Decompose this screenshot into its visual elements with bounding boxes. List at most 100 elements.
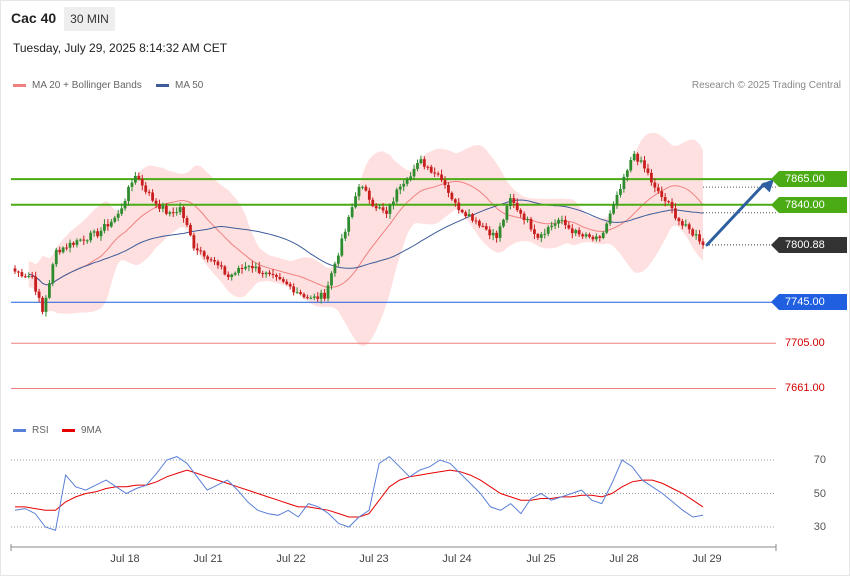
candle	[539, 234, 543, 238]
candle	[457, 202, 461, 210]
candle	[350, 207, 354, 217]
candle	[388, 204, 392, 214]
x-tick-label: Jul 21	[193, 553, 223, 565]
candle	[419, 159, 423, 164]
level-label-pointer	[771, 171, 779, 188]
candle	[550, 225, 554, 228]
candle	[653, 182, 657, 188]
candle	[426, 166, 430, 168]
ma50-swatch	[156, 84, 169, 87]
level-label-text: 7865.00	[785, 173, 825, 186]
candle	[663, 197, 667, 202]
legend-rsi: RSI	[13, 425, 49, 436]
candle	[691, 229, 695, 236]
candle	[319, 292, 323, 299]
legend-ma50: MA 50	[156, 80, 203, 91]
candle	[519, 210, 523, 214]
level-label-last-price: 7800.88	[771, 236, 847, 253]
candle	[677, 218, 681, 222]
candle	[412, 168, 416, 177]
rsi-line	[14, 455, 704, 532]
candle	[398, 186, 402, 190]
candle	[13, 268, 17, 272]
candle	[612, 204, 615, 214]
level-label-support: 7745.00	[771, 294, 847, 311]
candle	[570, 228, 574, 234]
candle	[82, 239, 86, 241]
candle	[605, 223, 609, 233]
candle	[17, 271, 20, 273]
candle	[498, 226, 502, 238]
level-label-pointer	[771, 294, 779, 311]
candle	[127, 186, 130, 201]
bollinger-band	[28, 132, 704, 347]
candle	[302, 294, 306, 298]
candle	[340, 238, 344, 256]
candle	[254, 266, 258, 269]
candle	[450, 192, 454, 200]
candle	[271, 274, 275, 276]
candle	[185, 218, 189, 225]
candle	[660, 191, 664, 198]
candle	[134, 175, 137, 183]
candle	[44, 297, 48, 312]
candle	[309, 297, 313, 299]
candle	[275, 274, 278, 277]
candle	[195, 248, 199, 251]
candle	[278, 276, 282, 280]
candle	[591, 236, 595, 240]
candle	[374, 206, 378, 209]
candle	[416, 163, 419, 169]
candle	[68, 242, 72, 248]
level-label-pointer	[771, 196, 779, 213]
level-label-text: 7705.00	[785, 337, 825, 350]
candle	[553, 223, 557, 226]
candle	[96, 231, 99, 237]
candle	[656, 187, 660, 192]
candle	[103, 224, 106, 231]
candle	[140, 178, 144, 186]
candle	[48, 283, 51, 298]
candle	[130, 182, 134, 187]
candle	[622, 176, 626, 190]
candle	[171, 212, 175, 214]
candle	[299, 292, 302, 295]
candle	[526, 218, 529, 221]
candle	[378, 207, 382, 209]
candle	[202, 251, 206, 257]
legend-rsi-ma-label: 9MA	[81, 425, 102, 436]
candle	[619, 189, 622, 195]
candle	[189, 224, 192, 236]
candle	[58, 249, 62, 253]
candle	[61, 247, 65, 253]
candle	[536, 234, 540, 238]
candle	[502, 219, 505, 227]
level-label-text: 7745.00	[785, 296, 825, 309]
credit-text: Research © 2025 Trading Central	[691, 80, 841, 91]
level-label-resistance: 7840.00	[771, 196, 847, 213]
x-tick-label: Jul 29	[692, 553, 722, 565]
candle	[443, 180, 447, 186]
candle	[54, 249, 58, 265]
candle	[354, 196, 357, 208]
candle	[285, 281, 289, 285]
candle	[247, 265, 251, 267]
candle	[436, 173, 440, 175]
candle	[106, 224, 110, 227]
candle	[667, 201, 670, 203]
candle	[268, 272, 271, 275]
candle	[629, 160, 633, 171]
candle	[484, 226, 488, 230]
candle	[216, 261, 220, 266]
ma20-swatch	[13, 84, 26, 87]
candle	[674, 208, 677, 219]
timeframe-button[interactable]: 30 MIN	[64, 7, 115, 31]
candle	[178, 207, 182, 213]
candle	[199, 250, 203, 252]
candle	[168, 212, 172, 214]
rsi-tick-70: 70	[813, 454, 826, 466]
x-tick-label: Jul 25	[526, 553, 556, 565]
candle	[326, 285, 330, 299]
candle	[680, 221, 684, 226]
candle	[75, 240, 79, 245]
